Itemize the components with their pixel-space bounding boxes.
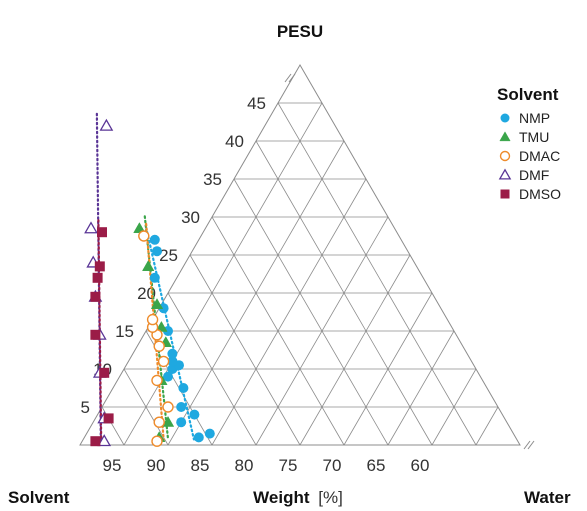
triangle-outline: [79, 64, 521, 446]
legend-label-dmf: DMF: [519, 167, 549, 183]
grid-line-solvent: [101, 406, 125, 446]
data-point-nmp: [176, 402, 187, 412]
data-point-dmac: [138, 230, 150, 242]
legend-item-dmf: DMF: [498, 167, 549, 183]
axis-title-unit: [%]: [318, 488, 343, 507]
data-point-dmso: [90, 329, 101, 340]
pesu-tick-label: 25: [159, 246, 178, 265]
grid-line-water: [211, 178, 367, 446]
data-point-dmf: [84, 221, 98, 234]
trend-lines: [95, 112, 196, 445]
data-point-dmso: [90, 291, 101, 302]
legend-label-dmso: DMSO: [519, 186, 561, 202]
data-point-tmu: [150, 298, 164, 309]
data-point-tmu: [161, 415, 175, 427]
solvent-tick-label: 85: [191, 456, 210, 475]
grid-line-solvent: [211, 216, 345, 446]
pesu-tick-label: 5: [81, 398, 90, 417]
data-point-nmp: [176, 417, 187, 428]
legend-item-dmac: DMAC: [499, 148, 560, 164]
legend-item-dmso: DMSO: [500, 186, 561, 202]
legend-label-nmp: NMP: [519, 110, 550, 126]
pesu-tick-label: 35: [203, 170, 222, 189]
solvent-tick-label: 95: [103, 456, 122, 475]
grid-line-solvent: [277, 102, 477, 446]
grid-line-solvent: [167, 292, 257, 446]
triangle-frame: [79, 64, 535, 450]
solvent-tick-label: 75: [279, 456, 298, 475]
solvent-tick-label: 70: [323, 456, 342, 475]
data-point-dmac: [151, 374, 163, 387]
series-dmac: [138, 230, 174, 447]
data-point-dmf: [97, 434, 112, 447]
data-point-dmac: [153, 340, 165, 352]
data-point-dmso: [94, 261, 105, 272]
data-point-nmp: [149, 234, 160, 245]
legend-marker-dmac: [499, 150, 511, 162]
data-point-nmp: [204, 428, 215, 439]
data-point-dmf: [99, 118, 114, 131]
axis-title-name: Weight: [253, 488, 310, 507]
legend-marker-dmf: [498, 168, 512, 180]
axis-break-right-icon: [523, 440, 535, 450]
data-point-tmu: [142, 260, 155, 271]
ternary-grid: [101, 102, 499, 446]
pesu-tick-label: 40: [225, 132, 244, 151]
data-point-dmac: [157, 355, 170, 368]
data-point-nmp: [163, 371, 173, 382]
legend-marker-dmso: [500, 189, 510, 199]
grid-line-water: [387, 330, 455, 446]
data-point-dmac: [151, 435, 163, 447]
grid-line-solvent: [233, 178, 389, 446]
legend-label-tmu: TMU: [519, 129, 549, 145]
grid-line-water: [299, 254, 411, 446]
data-point-dmso: [90, 436, 101, 447]
grid-line-solvent: [123, 368, 169, 446]
vertex-label-top: PESU: [277, 22, 323, 41]
grid-line-solvent: [255, 140, 433, 446]
grid-line-water: [123, 102, 323, 446]
data-point-nmp: [167, 348, 178, 359]
vertex-label-right: Water: [524, 488, 571, 507]
solvent-tick-label: 80: [235, 456, 254, 475]
tick-labels: 510152025303540459590858075706560: [81, 94, 430, 475]
data-point-nmp: [178, 383, 189, 393]
series-dmso: [90, 227, 114, 447]
data-point-dmso: [99, 367, 110, 378]
data-point-dmac: [153, 416, 165, 428]
pesu-tick-label: 45: [247, 94, 266, 113]
legend-item-nmp: NMP: [500, 110, 550, 126]
legend: Solvent NMP TMU DMAC DMF DMSO: [497, 85, 561, 202]
pesu-tick-label: 30: [181, 208, 200, 227]
legend-title: Solvent: [497, 85, 559, 104]
solvent-tick-label: 65: [367, 456, 386, 475]
grid-line-water: [475, 406, 499, 446]
axis-title: Weight [%]: [253, 488, 343, 507]
data-point-dmac: [162, 401, 174, 413]
data-point-nmp: [167, 356, 178, 367]
solvent-tick-label: 60: [411, 456, 430, 475]
legend-item-tmu: TMU: [499, 129, 549, 145]
axis-break-top-icon: [284, 73, 296, 83]
data-point-dmso: [92, 272, 103, 283]
legend-marker-tmu: [499, 131, 511, 142]
data-point-nmp: [193, 432, 204, 443]
vertex-label-left: Solvent: [8, 488, 70, 507]
data-point-nmp: [189, 409, 200, 420]
series-nmp: [149, 234, 215, 443]
pesu-tick-label: 15: [115, 322, 134, 341]
legend-label-dmac: DMAC: [519, 148, 560, 164]
data-point-dmac: [146, 313, 159, 326]
data-point-dmso: [103, 413, 114, 424]
data-points: [84, 118, 215, 447]
data-point-nmp: [149, 272, 160, 283]
legend-marker-nmp: [500, 113, 510, 123]
grid-line-solvent: [189, 254, 301, 446]
solvent-tick-label: 90: [147, 456, 166, 475]
data-point-dmso: [97, 227, 107, 238]
data-point-nmp: [152, 246, 162, 257]
